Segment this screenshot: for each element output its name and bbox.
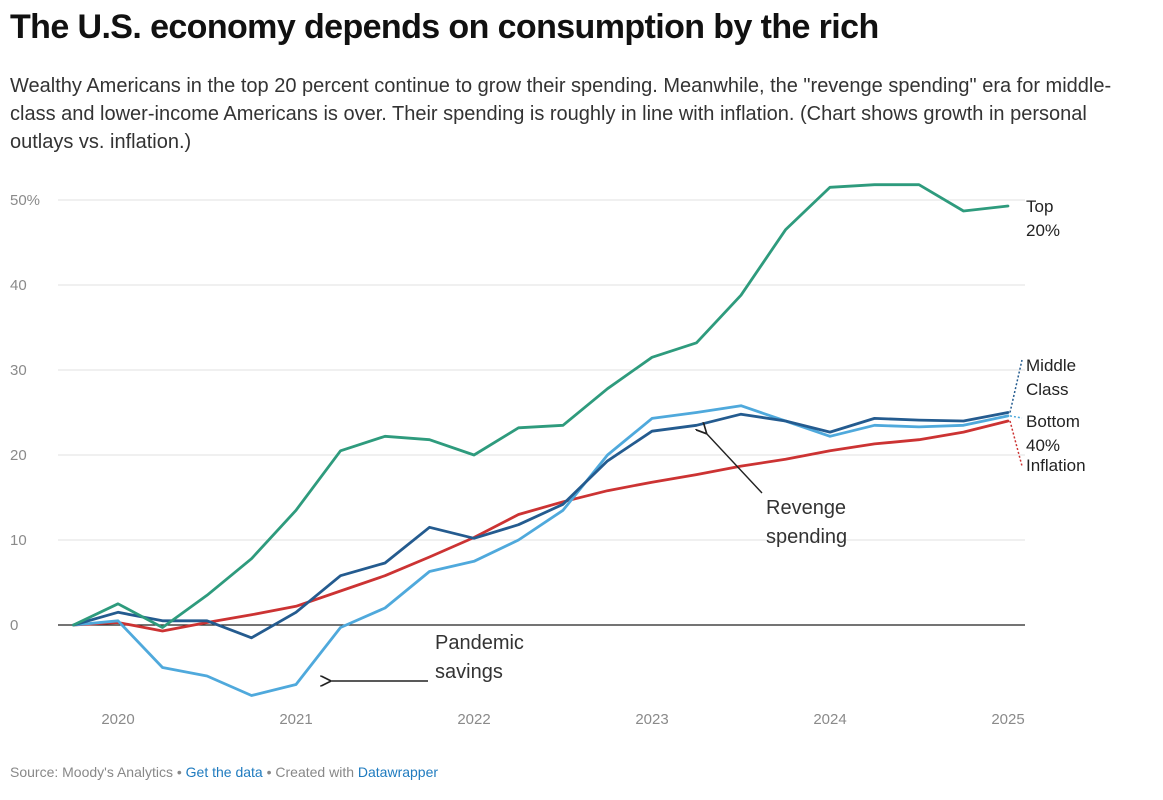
x-tick-label: 2025 xyxy=(991,711,1024,728)
annotation-text: savings xyxy=(435,661,503,683)
series-label: Middle xyxy=(1026,356,1076,375)
source-text: Source: Moody's Analytics xyxy=(10,764,173,780)
series-label: Inflation xyxy=(1026,456,1086,475)
series-labels: Top 20% Middle Class Bottom 40%Inflation xyxy=(1009,197,1086,475)
annotations: Pandemic savings Revenge spending xyxy=(330,433,847,683)
series-lines xyxy=(72,183,1010,697)
label-leader-line xyxy=(1009,420,1023,467)
annotation-text: Pandemic xyxy=(435,632,524,654)
annotation-text: spending xyxy=(766,526,847,548)
series-label: 40% xyxy=(1026,436,1060,455)
series-line-top-20- xyxy=(72,183,1010,629)
x-tick-label: 2024 xyxy=(813,711,846,728)
x-tick-label: 2021 xyxy=(279,711,312,728)
y-tick-label: 50% xyxy=(10,192,40,209)
series-line-inflation xyxy=(72,419,1010,633)
footer: Source: Moody's Analytics • Get the data… xyxy=(10,764,438,780)
annotation-text: Revenge xyxy=(766,497,846,519)
x-axis-ticks: 2020 2021 2022 2023 2024 2025 xyxy=(101,711,1024,728)
y-tick-label: 10 xyxy=(10,532,27,549)
chart-subtitle: Wealthy Americans in the top 20 percent … xyxy=(10,75,1112,153)
y-axis-ticks: 0 10 20 30 40 50% xyxy=(10,192,40,634)
created-with-text: • Created with xyxy=(262,764,358,780)
series-label: 20% xyxy=(1026,221,1060,240)
footer-separator: • xyxy=(172,764,186,780)
x-tick-label: 2020 xyxy=(101,711,134,728)
series-label: Class xyxy=(1026,380,1069,399)
label-leader-line xyxy=(1009,359,1023,413)
line-chart: 0 10 20 30 40 50% 2020 2021 2022 2023 2024 2025 To… xyxy=(10,183,1086,728)
grid-lines xyxy=(58,199,1025,626)
y-tick-label: 30 xyxy=(10,362,27,379)
chart-title: The U.S. economy depends on consumption … xyxy=(10,8,879,46)
x-tick-label: 2023 xyxy=(635,711,668,728)
y-tick-label: 20 xyxy=(10,447,27,464)
get-the-data-link[interactable]: Get the data xyxy=(185,764,263,780)
series-label: Top xyxy=(1026,197,1053,216)
datawrapper-link[interactable]: Datawrapper xyxy=(357,764,439,780)
series-label: Bottom xyxy=(1026,412,1080,431)
label-leader-line xyxy=(1009,415,1023,419)
series-line-middle-class xyxy=(72,411,1010,640)
annotation-arrow xyxy=(706,433,763,494)
y-tick-label: 40 xyxy=(10,277,27,294)
y-tick-label: 0 xyxy=(10,617,18,634)
series-line-bottom-40- xyxy=(72,404,1010,697)
x-tick-label: 2022 xyxy=(457,711,490,728)
